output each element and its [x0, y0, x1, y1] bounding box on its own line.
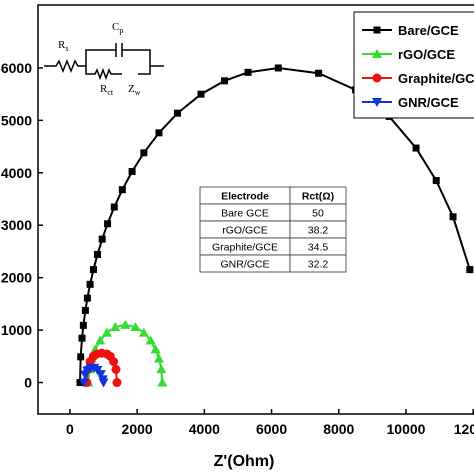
legend-label: GNR/GCE — [398, 95, 459, 110]
table-cell-text: Graphite/GCE — [212, 242, 278, 254]
marker — [449, 213, 457, 221]
table-cell-text: rGO/GCE — [222, 225, 268, 237]
marker — [118, 186, 126, 194]
legend-label: rGO/GCE — [398, 47, 455, 62]
x-tick-label: 6000 — [256, 421, 287, 437]
marker — [138, 327, 149, 337]
marker — [130, 322, 141, 332]
marker — [98, 378, 109, 388]
inset-label: Rct — [100, 83, 114, 97]
marker — [79, 321, 87, 329]
marker — [197, 90, 205, 98]
inset-label-main: R — [58, 39, 66, 51]
marker — [79, 378, 90, 388]
inset-label-sub: p — [119, 26, 123, 35]
marker — [111, 364, 121, 374]
marker — [128, 167, 136, 175]
marker — [155, 129, 163, 137]
marker — [93, 250, 101, 258]
branch — [85, 65, 164, 81]
marker — [76, 379, 84, 387]
marker — [83, 294, 91, 302]
marker — [372, 98, 382, 107]
marker — [145, 335, 156, 345]
marker — [110, 203, 118, 211]
marker — [104, 220, 112, 228]
marker — [244, 68, 252, 76]
table-header: Rct(Ω) — [302, 191, 334, 203]
marker — [112, 378, 122, 388]
inset-label-sub: w — [135, 88, 141, 97]
marker — [153, 353, 164, 363]
y-tick-label: 3000 — [1, 217, 32, 233]
table-header: Electrode — [221, 191, 269, 203]
marker — [157, 377, 168, 387]
marker — [110, 322, 121, 332]
series — [79, 363, 109, 388]
marker — [86, 280, 94, 288]
marker — [156, 364, 167, 374]
x-tick-label: 10000 — [387, 421, 426, 437]
marker — [466, 266, 474, 274]
y-tick-label: 5000 — [1, 112, 32, 128]
marker — [140, 149, 148, 157]
y-tick-label: 2000 — [1, 270, 32, 286]
table-cell-text: Bare GCE — [221, 208, 269, 220]
marker — [373, 26, 381, 34]
marker — [120, 319, 131, 329]
marker — [432, 177, 440, 185]
marker — [372, 73, 382, 83]
inset-label: Zw — [128, 83, 141, 97]
legend-label: Bare/GCE — [398, 23, 459, 38]
marker — [150, 344, 161, 354]
marker — [89, 266, 97, 274]
inset-label-main: C — [112, 21, 119, 33]
x-tick-label: 2000 — [122, 421, 153, 437]
resistor-rs — [44, 58, 86, 74]
x-tick-label: 0 — [66, 421, 74, 437]
x-tick-label: 12000 — [454, 421, 474, 437]
x-tick-label: 4000 — [189, 421, 220, 437]
x-axis-label: Z'(Ohm) — [214, 453, 275, 470]
x-tick-label: 8000 — [323, 421, 354, 437]
marker — [98, 235, 106, 243]
y-tick-label: 6000 — [1, 60, 32, 76]
inset-label-sub: s — [65, 44, 68, 53]
inset-label: Cp — [112, 21, 123, 35]
inset-label-main: Z — [128, 83, 135, 95]
circuit-inset — [44, 43, 164, 81]
marker — [274, 64, 282, 72]
inset-label-sub: ct — [107, 88, 114, 97]
marker — [109, 357, 119, 367]
marker — [315, 69, 323, 77]
capacitor-cp — [85, 43, 151, 66]
y-tick-label: 0 — [24, 375, 32, 391]
table-cell-text: 50 — [312, 208, 324, 220]
table-cell-text: 32.2 — [308, 259, 329, 271]
inset-label: Rs — [58, 39, 68, 53]
marker — [221, 77, 229, 85]
plot-frame — [37, 4, 474, 415]
marker — [372, 49, 382, 58]
y-tick-label: 4000 — [1, 165, 32, 181]
marker — [412, 144, 420, 152]
inset-label-main: R — [100, 83, 108, 95]
marker — [173, 109, 181, 117]
marker — [78, 334, 86, 342]
marker — [81, 306, 89, 314]
table-cell — [289, 254, 347, 273]
table-cell-text: GNR/GCE — [220, 259, 269, 271]
marker — [95, 335, 106, 345]
legend-label: Graphite/GCE — [398, 71, 474, 86]
marker — [101, 327, 112, 337]
marker — [77, 353, 85, 361]
table-cell-text: 34.5 — [308, 242, 329, 254]
marker — [95, 370, 106, 380]
table-cell-text: 38.2 — [308, 225, 329, 237]
y-tick-label: 1000 — [1, 322, 32, 338]
